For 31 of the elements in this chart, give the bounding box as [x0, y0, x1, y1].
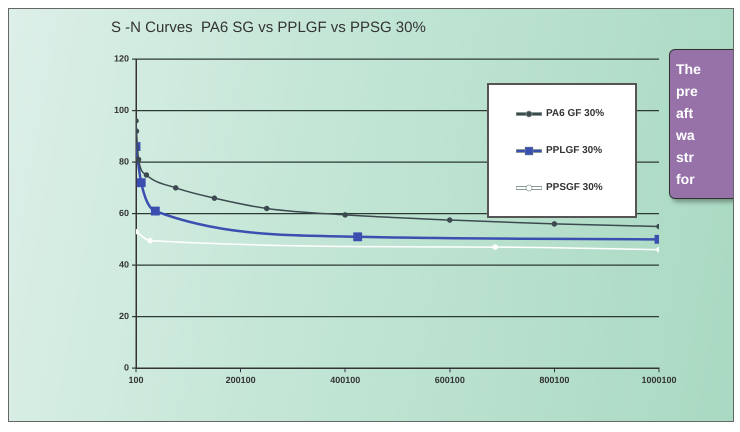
- point: [136, 178, 146, 188]
- point: [447, 217, 453, 223]
- y-tick-label: 100: [114, 105, 130, 116]
- point: [552, 221, 558, 227]
- x-tick-label: 1000100: [641, 375, 677, 386]
- x-tick-label: 800100: [539, 375, 570, 386]
- point: [492, 244, 498, 250]
- y-tick-label: 60: [119, 208, 130, 218]
- point: [136, 156, 142, 162]
- legend-label: PPSGF 30%: [546, 182, 603, 193]
- point: [342, 212, 348, 218]
- y-tick-label: 120: [114, 53, 130, 64]
- point: [144, 172, 150, 178]
- y-tick-label: 80: [119, 156, 130, 167]
- point: [353, 232, 362, 242]
- y-tick-label: 20: [119, 311, 130, 322]
- x-tick-label: 100: [128, 375, 144, 386]
- y-tick-label: 0: [124, 362, 130, 373]
- point: [264, 206, 270, 212]
- point: [147, 238, 153, 244]
- point: [172, 185, 178, 191]
- legend-label: PA6 GF 30%: [546, 108, 604, 119]
- point: [150, 206, 160, 216]
- legend-label: PPLGF 30%: [546, 145, 602, 156]
- x-tick-label: 600100: [434, 375, 465, 386]
- x-tick-label: 400100: [330, 375, 360, 386]
- text: The pre aft wa str for: [676, 60, 702, 189]
- chart-title: S -N Curves PA6 SG vs PPLGF vs PPSG 30%: [111, 19, 426, 36]
- x-tick-label: 200100: [226, 375, 256, 386]
- y-tick-label: 40: [119, 260, 130, 270]
- point: [212, 195, 218, 201]
